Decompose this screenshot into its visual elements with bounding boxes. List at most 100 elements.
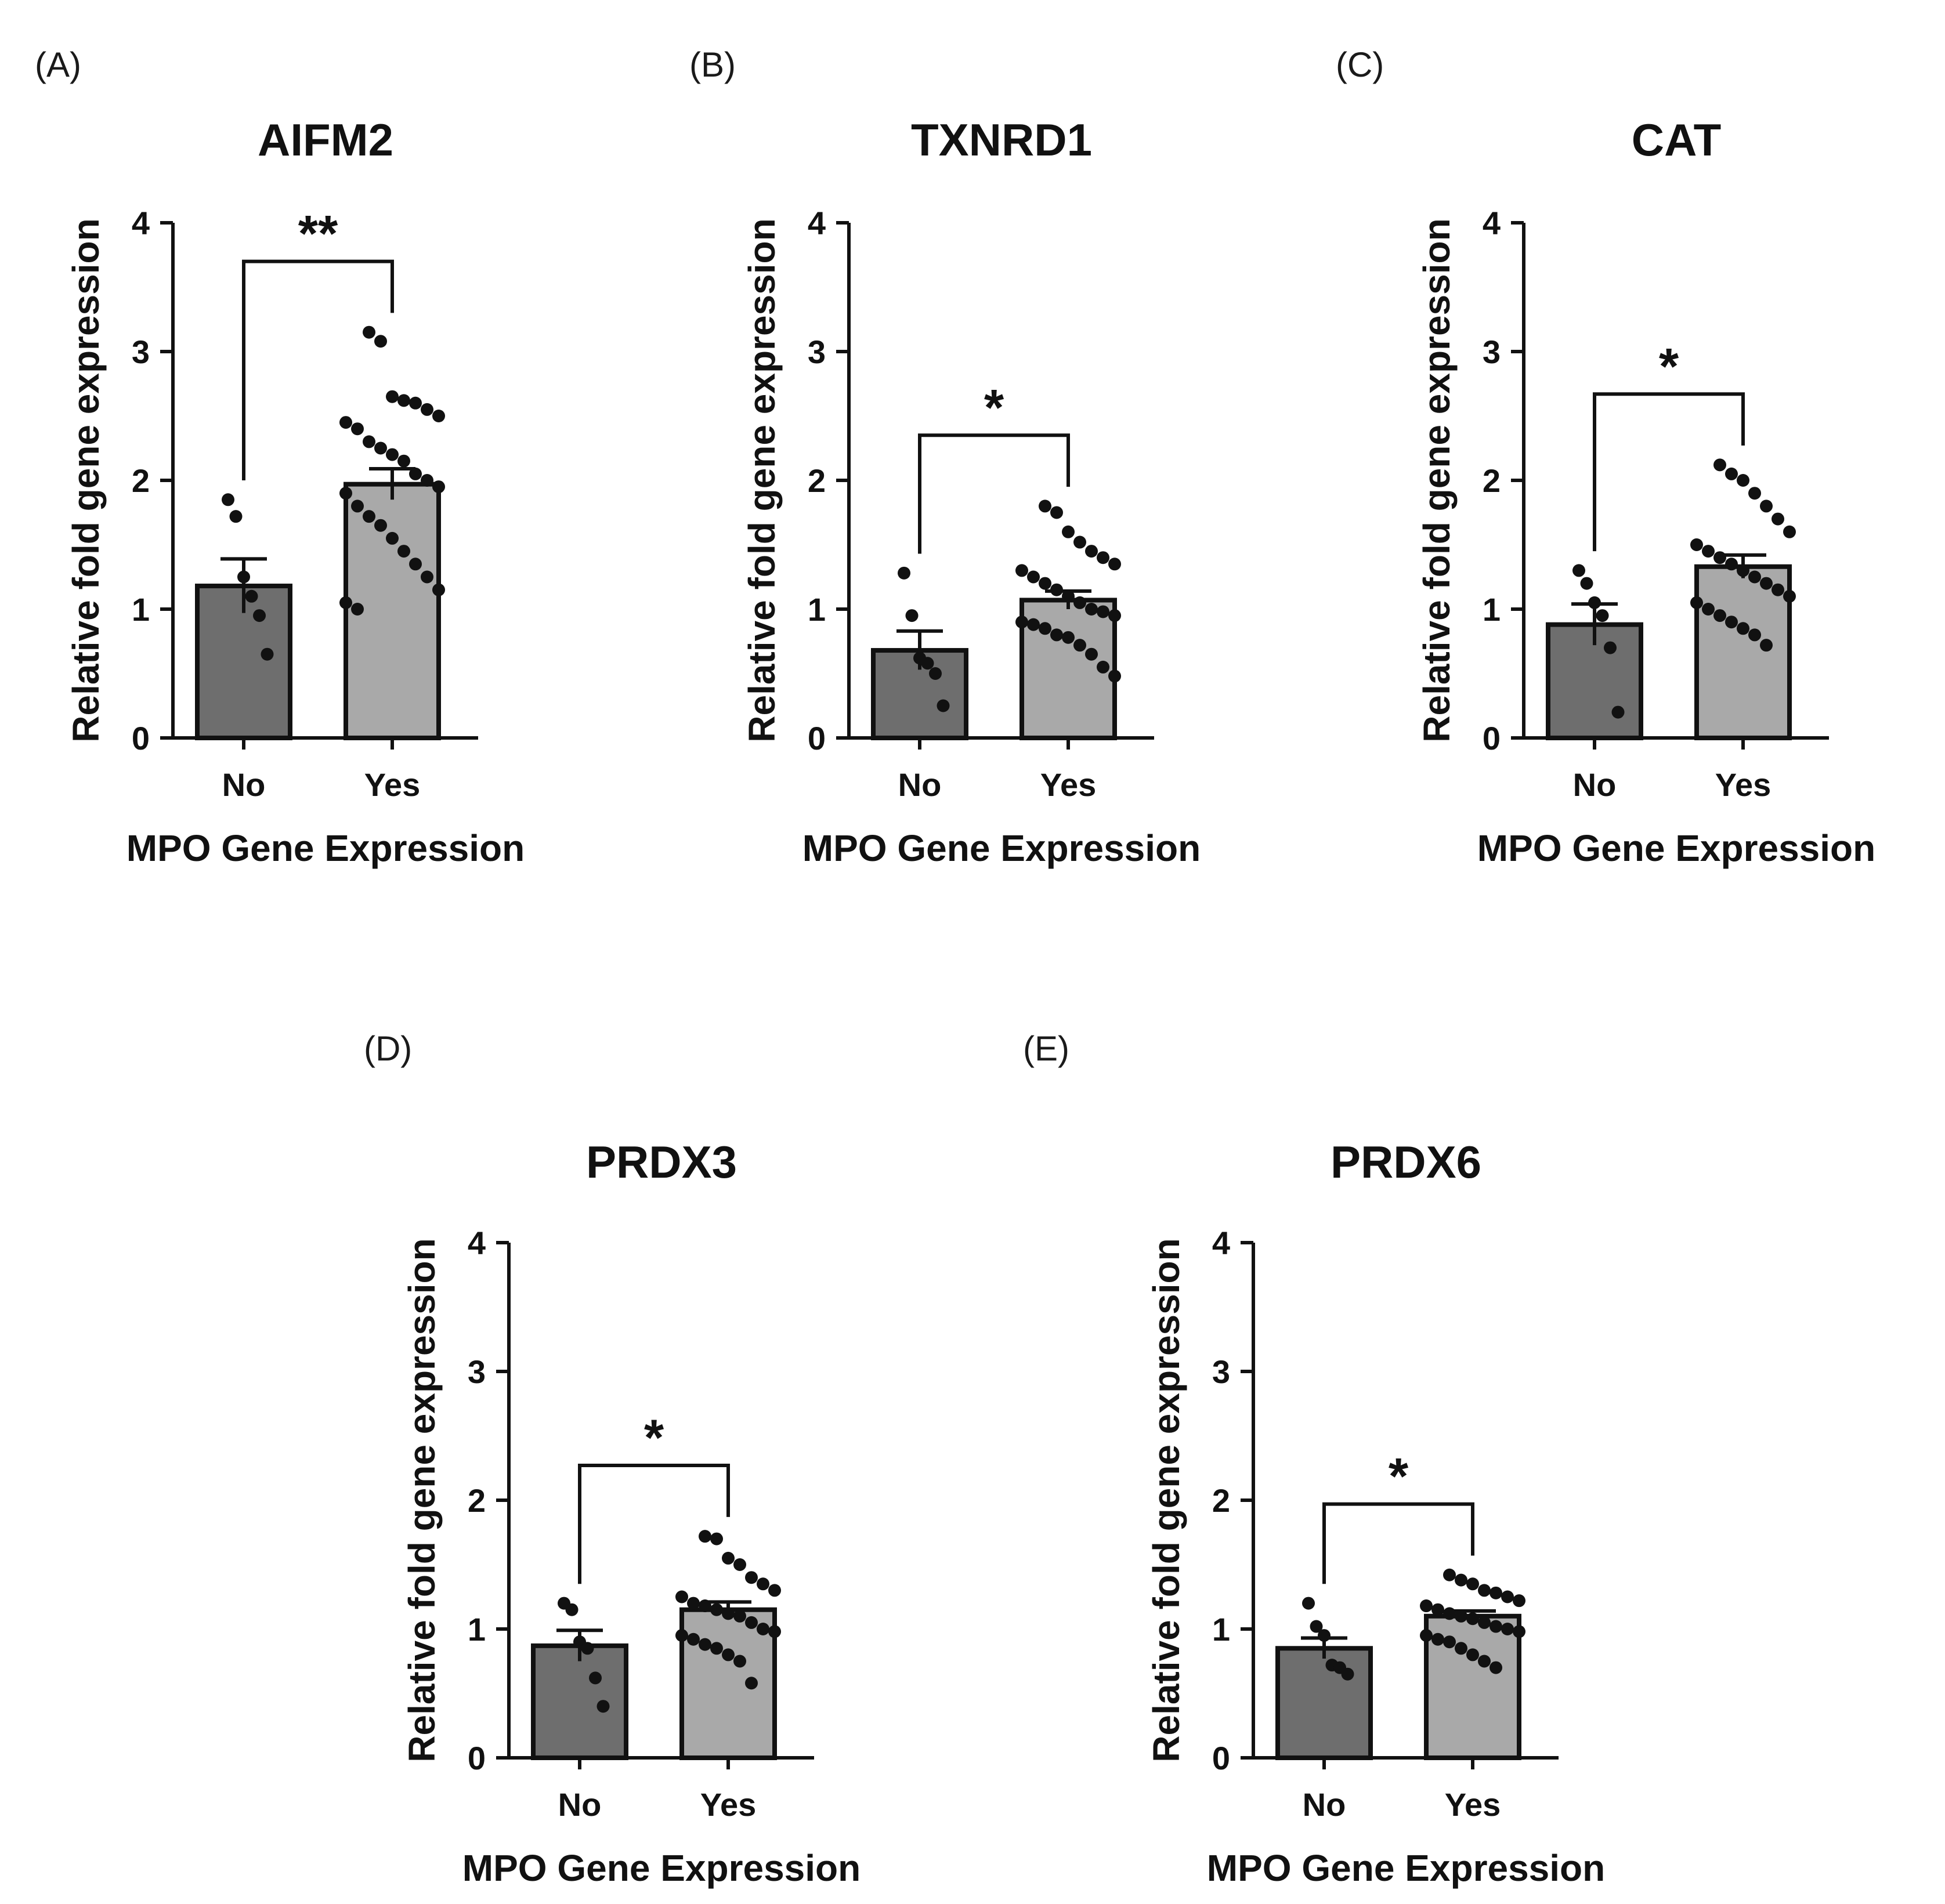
chart-panel-prdx3: (D) PRDX3 0 1 2 3 4 Relative fold gene expressi… (364, 1029, 861, 1889)
data-point (1443, 1568, 1456, 1581)
data-point (687, 1632, 700, 1646)
chart-title: TXNRD1 (911, 114, 1092, 165)
data-point (1039, 499, 1051, 513)
data-point (1027, 618, 1040, 631)
data-point (1690, 596, 1703, 609)
data-point (898, 566, 910, 580)
y-tick-label: 0 (468, 1740, 486, 1776)
data-point (1443, 1635, 1456, 1649)
x-tick-label-no: No (1573, 766, 1617, 803)
data-point (339, 416, 352, 429)
bar-no (1546, 622, 1643, 741)
panel-letter: (A) (35, 45, 81, 84)
data-point (363, 325, 375, 339)
data-point (1443, 1607, 1456, 1620)
data-point (768, 1625, 781, 1638)
data-point (1772, 512, 1784, 526)
y-tick-label: 3 (468, 1353, 486, 1390)
chart-title: AIFM2 (258, 114, 393, 165)
x-tick-label-no: No (898, 766, 942, 803)
data-point (1431, 1632, 1444, 1646)
data-point (1725, 558, 1738, 571)
data-point (1073, 596, 1086, 609)
y-tick-label: 3 (808, 334, 826, 370)
data-point (1455, 1642, 1467, 1655)
data-point (374, 335, 387, 348)
data-point (745, 1677, 758, 1690)
data-point (1455, 1573, 1467, 1587)
data-point (1085, 545, 1098, 558)
data-point (1690, 538, 1703, 551)
data-point (710, 1603, 723, 1616)
data-point (1478, 1655, 1491, 1668)
chart-panel-cat: (C) CAT 0 1 2 3 4 Relative fold gene expression… (1336, 45, 1875, 869)
data-point (351, 422, 364, 436)
data-point (1737, 474, 1749, 487)
x-tick-label-no: No (222, 766, 266, 803)
data-point (1420, 1599, 1433, 1613)
data-point (1760, 639, 1773, 652)
data-point (1713, 551, 1726, 564)
x-tick-label-no: No (558, 1786, 602, 1823)
data-point (733, 1609, 746, 1623)
data-point (733, 1558, 746, 1571)
significance-marker: ** (298, 205, 338, 262)
data-point (722, 1551, 735, 1565)
data-point (1039, 577, 1051, 590)
y-tick-label: 2 (1483, 462, 1501, 499)
bar-no (531, 1643, 628, 1761)
data-points-yes (1420, 1568, 1525, 1674)
y-tick-label: 2 (468, 1482, 486, 1519)
data-point (1015, 616, 1028, 629)
data-point (699, 1530, 711, 1543)
data-point (1466, 1612, 1479, 1626)
panel-letter: (C) (1336, 45, 1384, 84)
chart-panel-aifm2: (A) AIFM2 0 1 2 3 4 Relative fold gene expressi… (35, 45, 525, 869)
data-point (1748, 628, 1761, 642)
y-tick-label: 4 (1483, 205, 1501, 241)
x-axis-label: MPO Gene Expression (126, 827, 525, 869)
data-point (1513, 1625, 1525, 1638)
data-point (757, 1577, 769, 1591)
data-point (432, 480, 445, 494)
data-point (1341, 1667, 1354, 1681)
data-points-yes (675, 1530, 781, 1690)
y-axis-label: Relative fold gene expression (401, 1238, 443, 1762)
significance-marker: * (644, 1409, 664, 1466)
data-points-no (898, 566, 950, 712)
data-points-no (558, 1597, 610, 1713)
x-tick-label-yes: Yes (1715, 766, 1772, 803)
data-point (339, 596, 352, 609)
y-tick-label: 1 (468, 1611, 486, 1648)
data-point (409, 467, 422, 480)
data-point (745, 1616, 758, 1629)
data-point (386, 448, 399, 461)
y-tick-label: 3 (1212, 1353, 1230, 1390)
y-tick-label: 0 (1212, 1740, 1230, 1776)
data-point (1772, 583, 1784, 596)
data-point (363, 510, 375, 523)
data-point (397, 394, 410, 407)
y-tick-label: 1 (808, 591, 826, 628)
data-point (710, 1642, 723, 1655)
data-point (1501, 1590, 1514, 1603)
data-point (1097, 660, 1109, 674)
data-point (397, 454, 410, 468)
data-point (1725, 467, 1738, 480)
y-tick-label: 1 (132, 591, 150, 628)
data-point (699, 1599, 711, 1613)
x-tick-label-yes: Yes (700, 1786, 757, 1823)
y-tick-label: 0 (808, 720, 826, 756)
data-point (1588, 596, 1601, 609)
x-tick-label-yes: Yes (1040, 766, 1097, 803)
data-point (768, 1584, 781, 1597)
y-tick-label: 2 (808, 462, 826, 499)
x-axis-label: MPO Gene Expression (802, 827, 1201, 869)
data-point (1478, 1616, 1491, 1629)
significance-bracket (242, 259, 394, 480)
data-points-no (1302, 1597, 1354, 1681)
data-point (261, 647, 274, 661)
data-point (1737, 622, 1749, 635)
bar-yes (1694, 564, 1792, 740)
chart-title: CAT (1632, 114, 1722, 165)
